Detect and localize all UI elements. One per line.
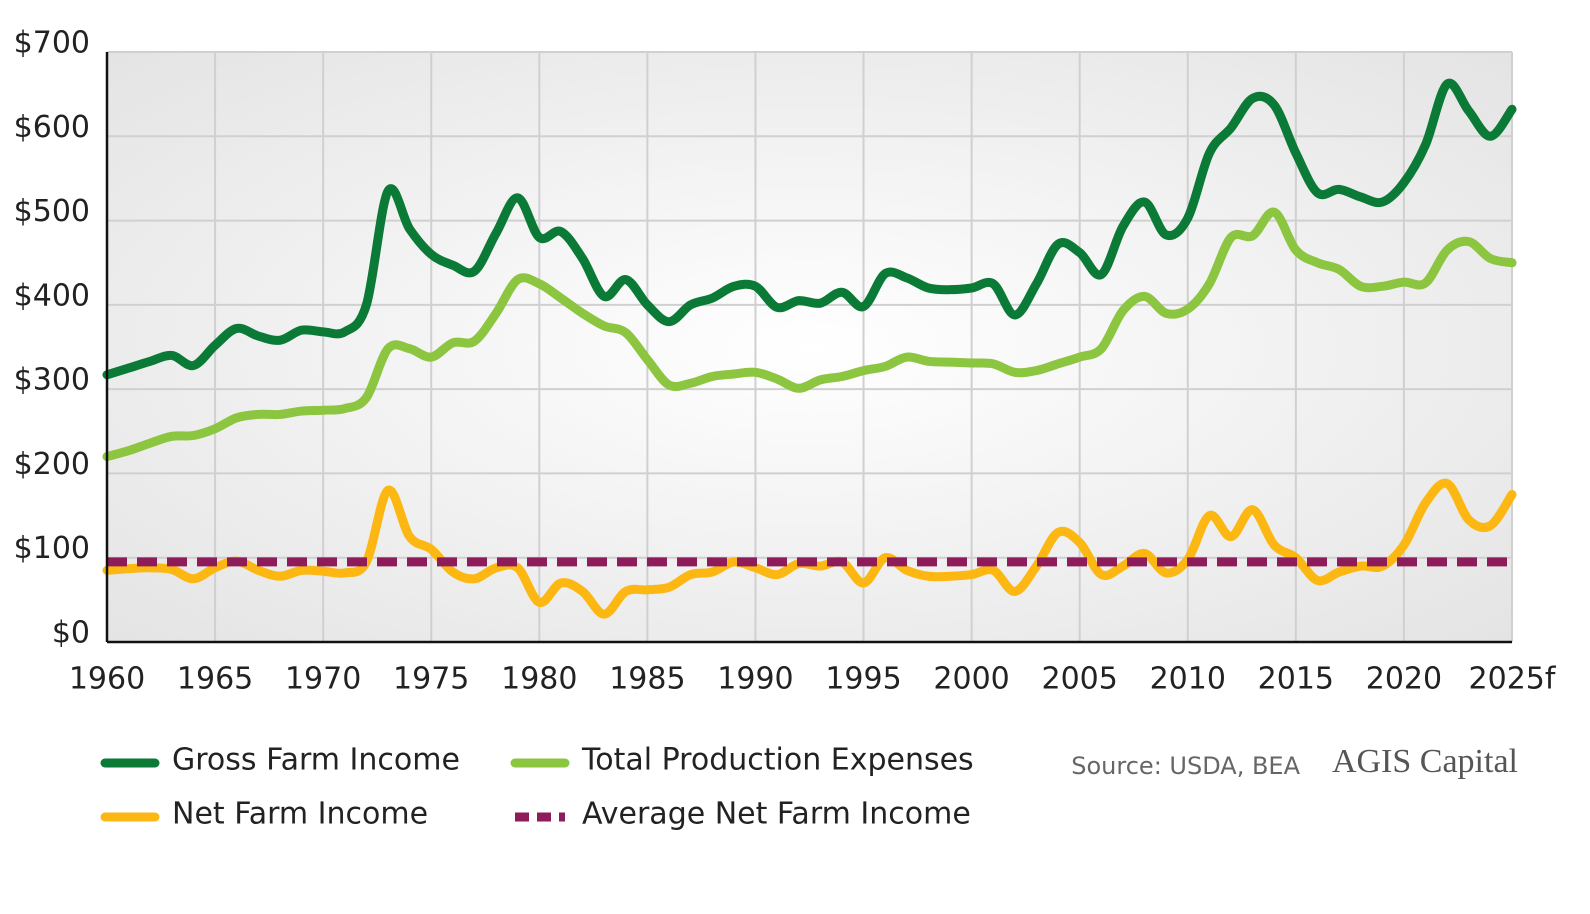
legend-label: Gross Farm Income (172, 743, 460, 778)
grid (106, 51, 1513, 643)
series-line (102, 78, 1517, 380)
x-tick-label: 2000 (933, 662, 1009, 697)
x-tick-label: 1985 (609, 662, 685, 697)
x-tick-label: 2020 (1366, 662, 1442, 697)
x-tick-label: 1975 (393, 662, 469, 697)
x-tick-label: 1960 (69, 662, 145, 697)
y-tick-label: $200 (14, 447, 90, 482)
x-tick-label: 2005 (1042, 662, 1118, 697)
y-tick-label: $500 (14, 194, 90, 229)
y-tick-label: $600 (14, 110, 90, 145)
x-tick-label: 1995 (825, 662, 901, 697)
plot-background (107, 52, 1512, 642)
x-tick-label: 1965 (177, 662, 253, 697)
x-tick-label: 1980 (501, 662, 577, 697)
x-tick-label: 2010 (1150, 662, 1226, 697)
y-tick-label: $300 (14, 363, 90, 398)
y-tick-label: $0 (52, 616, 90, 651)
x-tick-label: 1970 (285, 662, 361, 697)
legend-label: Net Farm Income (172, 797, 428, 832)
source-note: Source: USDA, BEA (1071, 752, 1300, 780)
legend-label: Average Net Farm Income (582, 797, 971, 832)
y-tick-label: $700 (14, 26, 90, 61)
y-tick-label: $400 (14, 278, 90, 313)
x-tick-label: 2025f (1469, 662, 1557, 697)
lines (102, 78, 1517, 619)
series-line (102, 207, 1517, 462)
x-tick-label: 2015 (1258, 662, 1334, 697)
legend-label: Total Production Expenses (581, 743, 974, 778)
y-tick-label: $100 (14, 531, 90, 566)
x-tick-label: 1990 (717, 662, 793, 697)
logo: AGIS Capital (1332, 743, 1518, 780)
